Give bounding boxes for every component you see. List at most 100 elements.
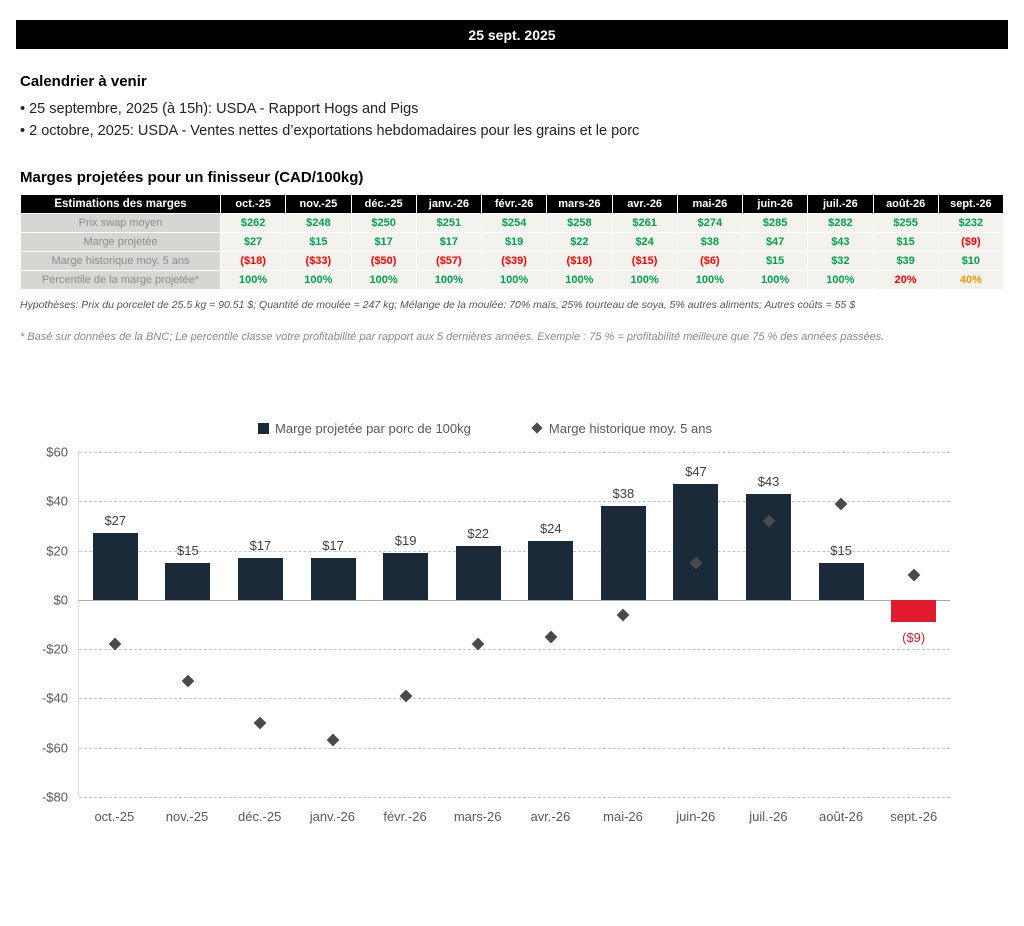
table-cell: ($6) [676,250,744,271]
bar-value-label: $27 [104,513,127,529]
percentile-footnote: * Basé sur données de la BNC; Le percent… [20,330,885,343]
row-label: Marge historique moy. 5 ans [20,250,221,271]
month-header: déc.-25 [350,193,417,214]
calendar-list: 25 septembre, 2025 (à 15h): USDA - Rappo… [20,98,1004,143]
calendar-title: Calendrier à venir [20,73,147,90]
historical-diamond [326,733,340,747]
x-tick-label: août-26 [819,808,864,824]
table-cell: ($9) [937,231,1005,252]
bar-swatch-icon [258,422,270,434]
table-cell: ($39) [480,250,548,271]
legend-label: Marge historique moy. 5 ans [548,420,712,436]
bar-value-label: $47 [685,463,707,479]
row-label: Percentile de la marge projetée* [20,269,221,290]
calendar-item: 2 octobre, 2025: USDA - Ventes nettes d’… [20,120,1004,142]
y-tick-label: $0 [53,592,68,608]
month-header: janv.-26 [415,193,483,214]
table-cell: $274 [676,212,744,233]
table-cell: 100% [741,269,809,290]
gridline [79,649,950,651]
legend-item-historical-margin: Marge historique moy. 5 ans [531,420,712,436]
table-cell: $15 [872,231,939,252]
margins-title: Marges projetées pour un finisseur (CAD/… [20,168,364,186]
table-cell: $255 [872,212,939,233]
bar [818,562,864,600]
table-cell: $282 [807,212,874,233]
bar-value-label: ($9) [902,629,926,645]
table-cell: 20% [872,269,939,290]
table-cell: 100% [676,269,744,290]
table-cell: $43 [807,231,874,252]
historical-diamond [254,716,267,730]
table-cell: $250 [350,212,417,233]
gridline [79,451,950,453]
table-cell: $15 [285,231,352,252]
x-tick-label: mai-26 [603,808,643,824]
bar-value-label: $38 [612,486,635,502]
table-cell: $47 [741,231,809,252]
bar [746,493,792,600]
table-cell: $17 [415,231,483,252]
bar-value-label: $17 [249,537,272,553]
x-tick-label: déc.-25 [237,808,282,824]
table-cell: 100% [219,269,287,290]
table-cell: ($15) [611,250,678,271]
y-axis: $60 $40 $20 $0 -$20 -$40 -$60 -$80 [20,444,78,804]
corner-header: Estimations des marges [20,193,221,214]
gridline [79,501,950,503]
table-cell: $232 [937,212,1005,233]
table-cell: 100% [480,269,548,290]
month-header: avr.-26 [611,193,678,214]
x-tick-label: juin-26 [676,808,716,824]
bar-value-label: $43 [757,473,780,489]
table-row: Percentile de la marge projetée* 100% 100%… [20,269,1005,290]
month-header: nov.-25 [285,193,352,214]
table-cell: 40% [937,269,1005,290]
historical-diamond [834,497,848,511]
row-label: Prix swap moyen [20,212,221,233]
bar-value-label: $24 [539,520,562,536]
table-cell: $261 [611,212,678,233]
bar-value-label: $17 [322,537,344,553]
x-tick-label: avr.-26 [530,808,571,824]
table-cell: $258 [546,212,613,233]
table-header-row: Estimations des marges oct.-25 nov.-25 déc… [20,193,1005,214]
table-row: Marge projetée $27 $15 $17 $17 $19 $22 $24 $38 $4… [20,231,1005,252]
bar [891,599,937,622]
gridline [79,550,950,552]
bar [92,533,138,600]
table-cell: $32 [807,250,874,271]
chart-legend: Marge projetée par porc de 100kg Marge h… [20,421,950,436]
y-tick-label: -$60 [41,740,68,756]
y-tick-label: $40 [46,493,68,509]
x-tick-label: sept.-26 [890,808,938,824]
table-cell: $27 [219,231,287,252]
month-header: mars-26 [546,193,613,214]
table-cell: ($18) [219,250,287,271]
calendar-item: 25 septembre, 2025 (à 15h): USDA - Rappo… [20,98,1004,120]
bar [165,562,211,600]
x-tick-label: janv.-26 [309,808,355,824]
table-cell: $19 [480,231,548,252]
table-cell: $251 [415,212,483,233]
historical-diamond [617,608,630,621]
table-row: Prix swap moyen $262 $248 $250 $251 $254 $258 $… [20,212,1005,233]
chart-body: $60 $40 $20 $0 -$20 -$40 -$60 -$80 $27 $15 $17 $17… [20,444,950,804]
x-tick-label: mars-26 [453,808,502,824]
report-date: 25 sept. 2025 [468,27,556,43]
plot-area: $27 $15 $17 $17 $19 $22 $24 $38 $47 $43 $15 ($9) [78,451,950,798]
y-tick-label: -$80 [41,789,68,805]
row-label: Marge projetée [20,231,221,252]
gridline [79,698,950,700]
x-tick-label: févr.-26 [383,808,427,824]
table-cell: $38 [676,231,744,252]
historical-diamond [907,568,921,582]
table-cell: $248 [285,212,352,233]
table-cell: 100% [415,269,483,290]
month-header: févr.-26 [480,193,548,214]
date-banner: 25 sept. 2025 [16,20,1008,49]
table-row: Marge historique moy. 5 ans ($18) ($33) ($5… [20,250,1005,271]
gridline [79,599,950,601]
historical-diamond [399,689,412,703]
table-cell: ($18) [546,250,613,271]
